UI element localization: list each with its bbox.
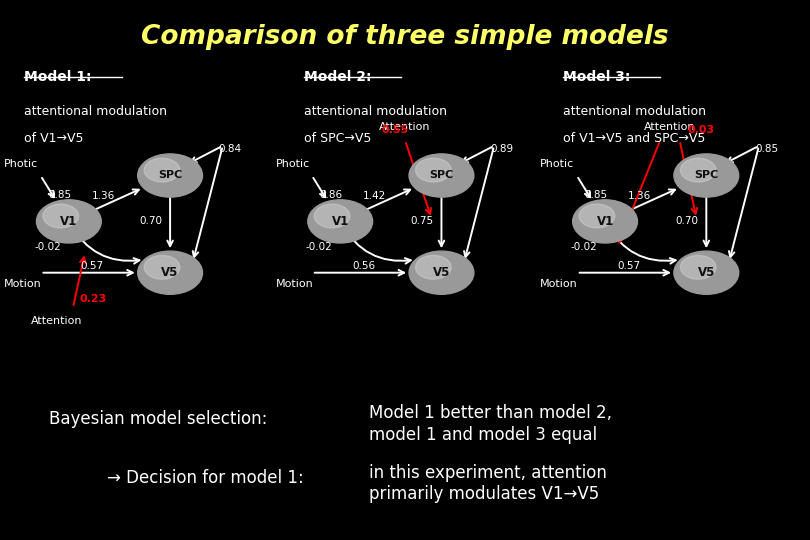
Circle shape: [144, 158, 180, 182]
Text: SPC: SPC: [158, 171, 182, 180]
Text: Comparison of three simple models: Comparison of three simple models: [141, 24, 669, 50]
Text: 0.85: 0.85: [584, 190, 608, 200]
Text: Photic: Photic: [540, 159, 574, 169]
Text: attentional modulation: attentional modulation: [24, 105, 168, 118]
Text: of SPC→V5: of SPC→V5: [304, 132, 371, 145]
Circle shape: [36, 200, 101, 243]
Text: 0.57: 0.57: [81, 261, 104, 271]
Text: Photic: Photic: [275, 159, 309, 169]
Text: -0.02: -0.02: [570, 242, 598, 252]
Text: 0.03: 0.03: [687, 125, 714, 134]
Text: V1: V1: [331, 215, 349, 228]
Text: 1.42: 1.42: [363, 191, 386, 201]
Text: model 1 and model 3 equal: model 1 and model 3 equal: [369, 426, 597, 444]
Text: V1: V1: [60, 215, 78, 228]
Circle shape: [43, 204, 79, 228]
Text: -0.02: -0.02: [34, 242, 62, 252]
Text: V1: V1: [596, 215, 614, 228]
Text: Photic: Photic: [4, 159, 38, 169]
Text: V5: V5: [697, 266, 715, 279]
Circle shape: [416, 158, 451, 182]
Text: attentional modulation: attentional modulation: [304, 105, 447, 118]
Text: 0.70: 0.70: [139, 217, 162, 226]
Circle shape: [680, 158, 716, 182]
Text: SPC: SPC: [429, 171, 454, 180]
Circle shape: [416, 255, 451, 279]
Text: V5: V5: [161, 266, 179, 279]
Circle shape: [138, 154, 202, 197]
Text: 0.56: 0.56: [352, 261, 375, 271]
Circle shape: [144, 255, 180, 279]
Circle shape: [138, 251, 202, 294]
Text: Model 2:: Model 2:: [304, 70, 371, 84]
Text: Model 1 better than model 2,: Model 1 better than model 2,: [369, 404, 612, 422]
Circle shape: [579, 204, 615, 228]
Circle shape: [573, 200, 637, 243]
Text: 0.85: 0.85: [755, 144, 778, 154]
Circle shape: [314, 204, 350, 228]
Text: 0.86: 0.86: [319, 190, 343, 200]
Circle shape: [680, 255, 716, 279]
Text: 0.23: 0.23: [79, 294, 107, 303]
Text: Bayesian model selection:: Bayesian model selection:: [49, 409, 267, 428]
Circle shape: [674, 251, 739, 294]
Text: Attention: Attention: [644, 122, 696, 132]
Text: Model 1:: Model 1:: [24, 70, 92, 84]
Text: 1.36: 1.36: [628, 191, 651, 201]
Text: 0.84: 0.84: [219, 144, 242, 154]
Circle shape: [308, 200, 373, 243]
Text: 1.36: 1.36: [92, 191, 115, 201]
Text: attentional modulation: attentional modulation: [563, 105, 706, 118]
Text: in this experiment, attention: in this experiment, attention: [369, 463, 607, 482]
Text: primarily modulates V1→V5: primarily modulates V1→V5: [369, 485, 599, 503]
Text: Motion: Motion: [540, 279, 578, 289]
Circle shape: [409, 251, 474, 294]
Text: 0.89: 0.89: [490, 144, 514, 154]
Text: 0.85: 0.85: [48, 190, 71, 200]
Text: 0.70: 0.70: [676, 217, 698, 226]
Circle shape: [409, 154, 474, 197]
Text: of V1→V5: of V1→V5: [24, 132, 83, 145]
Text: of V1→V5 and SPC→V5: of V1→V5 and SPC→V5: [563, 132, 706, 145]
Text: SPC: SPC: [694, 171, 718, 180]
Text: Attention: Attention: [31, 316, 83, 326]
Text: Model 3:: Model 3:: [563, 70, 630, 84]
Text: 0.57: 0.57: [617, 261, 640, 271]
Circle shape: [674, 154, 739, 197]
Text: 0.55: 0.55: [382, 125, 409, 134]
Text: -0.02: -0.02: [305, 242, 333, 252]
Text: Motion: Motion: [4, 279, 42, 289]
Text: 0.75: 0.75: [411, 217, 433, 226]
Text: Attention: Attention: [379, 122, 431, 132]
Text: Motion: Motion: [275, 279, 313, 289]
Text: → Decision for model 1:: → Decision for model 1:: [107, 469, 304, 487]
Text: V5: V5: [433, 266, 450, 279]
